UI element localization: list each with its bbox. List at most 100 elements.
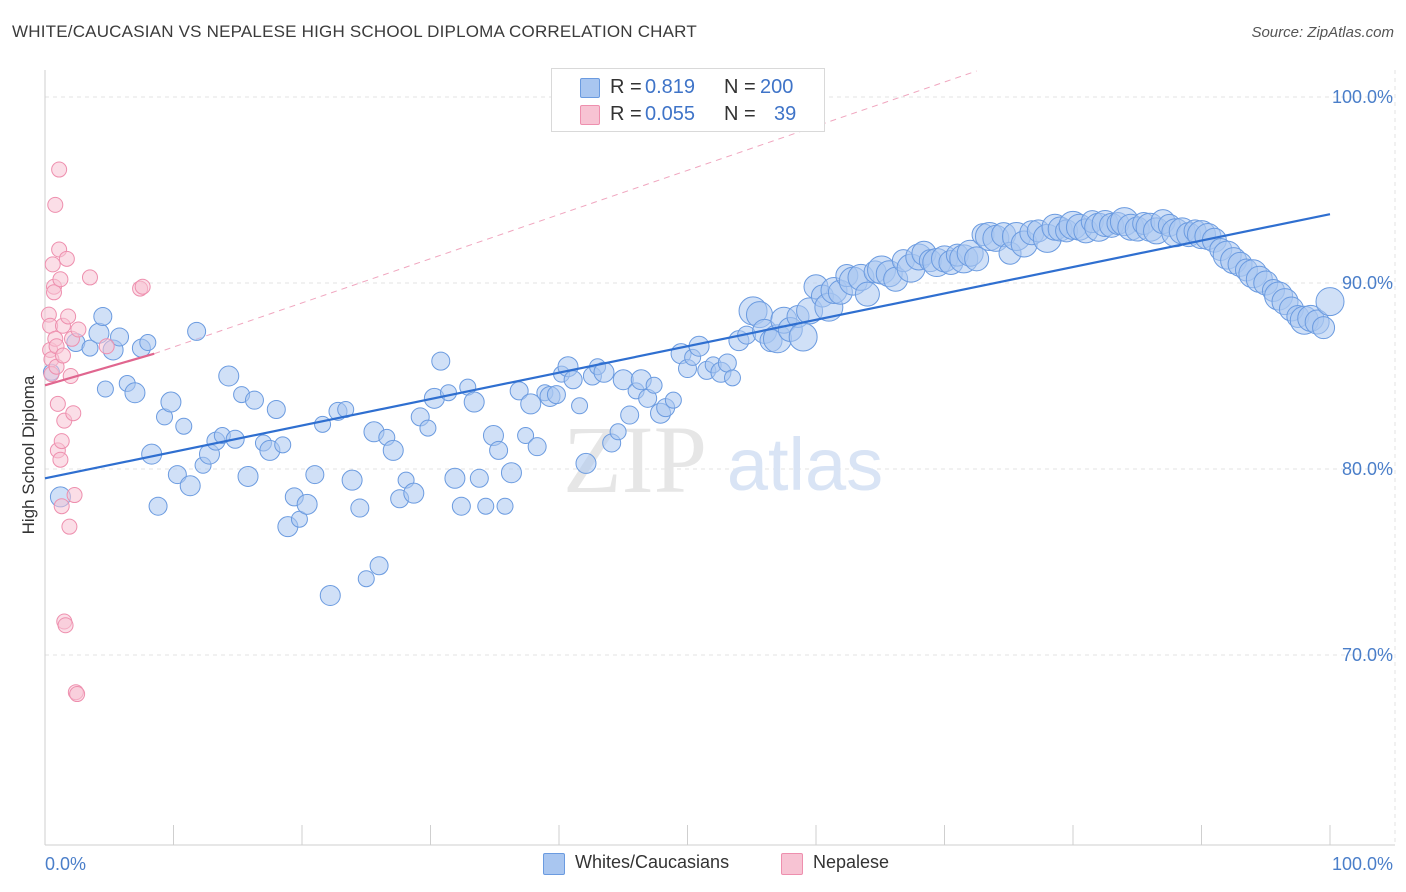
point-whites: [369, 556, 389, 576]
point-whites: [110, 327, 130, 347]
point-whites: [964, 246, 990, 272]
point-nepalese: [49, 395, 66, 412]
point-whites: [175, 417, 193, 435]
point-whites: [187, 321, 207, 341]
legend-r-value: 0.819: [645, 76, 696, 98]
point-whites: [357, 570, 375, 588]
y-tick-label: 70.0%: [1342, 645, 1393, 665]
y-tick-labels: 70.0% 80.0% 90.0% 100.0%: [1332, 87, 1393, 665]
point-whites: [403, 482, 425, 504]
point-whites: [593, 361, 615, 383]
chart-title: WHITE/CAUCASIAN VS NEPALESE HIGH SCHOOL …: [12, 22, 697, 41]
point-whites: [314, 415, 332, 433]
point-whites: [218, 365, 240, 387]
point-whites: [788, 322, 818, 352]
legend-r-label: R =: [610, 103, 642, 125]
point-nepalese: [66, 487, 83, 504]
bottom-legend-label-whites: Whites/Caucasians: [575, 852, 730, 872]
point-whites: [1312, 316, 1336, 340]
watermark: ZIP atlas: [563, 406, 883, 513]
y-tick-label: 90.0%: [1342, 273, 1393, 293]
point-whites: [167, 465, 187, 485]
point-whites: [463, 391, 485, 413]
point-whites: [305, 465, 325, 485]
point-nepalese: [54, 347, 71, 364]
point-nepalese: [65, 405, 82, 422]
point-whites: [575, 452, 597, 474]
legend-box: R = 0.819 N = 200 R = 0.055 N = 39: [551, 68, 825, 132]
point-whites: [520, 393, 542, 415]
grid-lines: [45, 70, 1396, 845]
point-whites: [489, 440, 509, 460]
point-whites: [469, 468, 489, 488]
point-whites: [717, 353, 737, 373]
legend-swatch-whites: [580, 78, 600, 98]
point-nepalese: [47, 196, 64, 213]
point-whites: [244, 390, 264, 410]
point-whites: [124, 382, 146, 404]
legend-swatch-nepalese: [580, 105, 600, 125]
trend-line-whites: [44, 213, 1331, 480]
point-whites: [500, 462, 522, 484]
watermark-atlas: atlas: [727, 423, 883, 506]
point-nepalese: [69, 686, 86, 703]
legend-n-label: N =: [724, 103, 756, 125]
point-nepalese: [134, 278, 151, 295]
point-whites: [350, 498, 370, 518]
point-nepalese: [60, 308, 77, 325]
point-whites: [546, 385, 566, 405]
trend-lines: [44, 213, 1331, 480]
series-whites-points: [42, 207, 1345, 606]
point-nepalese: [45, 284, 62, 301]
point-whites: [571, 397, 589, 415]
y-axis-label: High School Diploma: [19, 375, 38, 534]
point-whites: [477, 497, 495, 515]
series-nepalese-points: [40, 161, 151, 703]
point-nepalese: [70, 321, 87, 338]
legend-r-value: 0.055: [645, 103, 696, 125]
point-whites: [237, 465, 259, 487]
point-whites: [266, 399, 286, 419]
point-whites: [160, 391, 182, 413]
x-tick-label: 0.0%: [45, 854, 86, 874]
point-nepalese: [52, 451, 69, 468]
point-whites: [620, 405, 640, 425]
reference-diagonal-line: [154, 70, 977, 355]
point-nepalese: [98, 338, 115, 355]
legend-n-value: 39: [774, 103, 797, 125]
point-whites: [81, 339, 99, 357]
point-whites: [527, 437, 547, 457]
point-nepalese: [81, 269, 98, 286]
legend-r-label: R =: [610, 76, 642, 98]
legend-row-whites: R = 0.819 N = 200: [552, 73, 824, 103]
point-whites: [274, 436, 292, 454]
point-whites: [431, 351, 451, 371]
point-whites: [723, 369, 741, 387]
bottom-legend-swatch-nepalese: [781, 853, 803, 875]
point-whites: [451, 496, 471, 516]
point-whites: [296, 493, 318, 515]
point-whites: [609, 423, 627, 441]
point-whites: [563, 370, 583, 390]
point-whites: [93, 306, 113, 326]
point-whites: [341, 469, 363, 491]
point-whites: [517, 427, 535, 445]
point-whites: [148, 496, 168, 516]
trend-line-nepalese: [44, 352, 155, 387]
point-whites: [319, 584, 341, 606]
source-label: Source: ZipAtlas.com: [1251, 24, 1394, 41]
point-whites: [139, 334, 157, 352]
point-whites: [439, 384, 457, 402]
point-nepalese: [51, 161, 68, 178]
axes: [44, 70, 1395, 846]
point-nepalese: [53, 433, 70, 450]
point-whites: [179, 475, 201, 497]
point-whites: [645, 376, 663, 394]
reference-line: [154, 70, 977, 355]
point-nepalese: [53, 498, 70, 515]
point-whites: [664, 391, 682, 409]
bottom-legend-swatch-whites: [543, 853, 565, 875]
point-whites: [419, 419, 437, 437]
x-tick-labels: 0.0% 100.0%: [45, 854, 1393, 874]
